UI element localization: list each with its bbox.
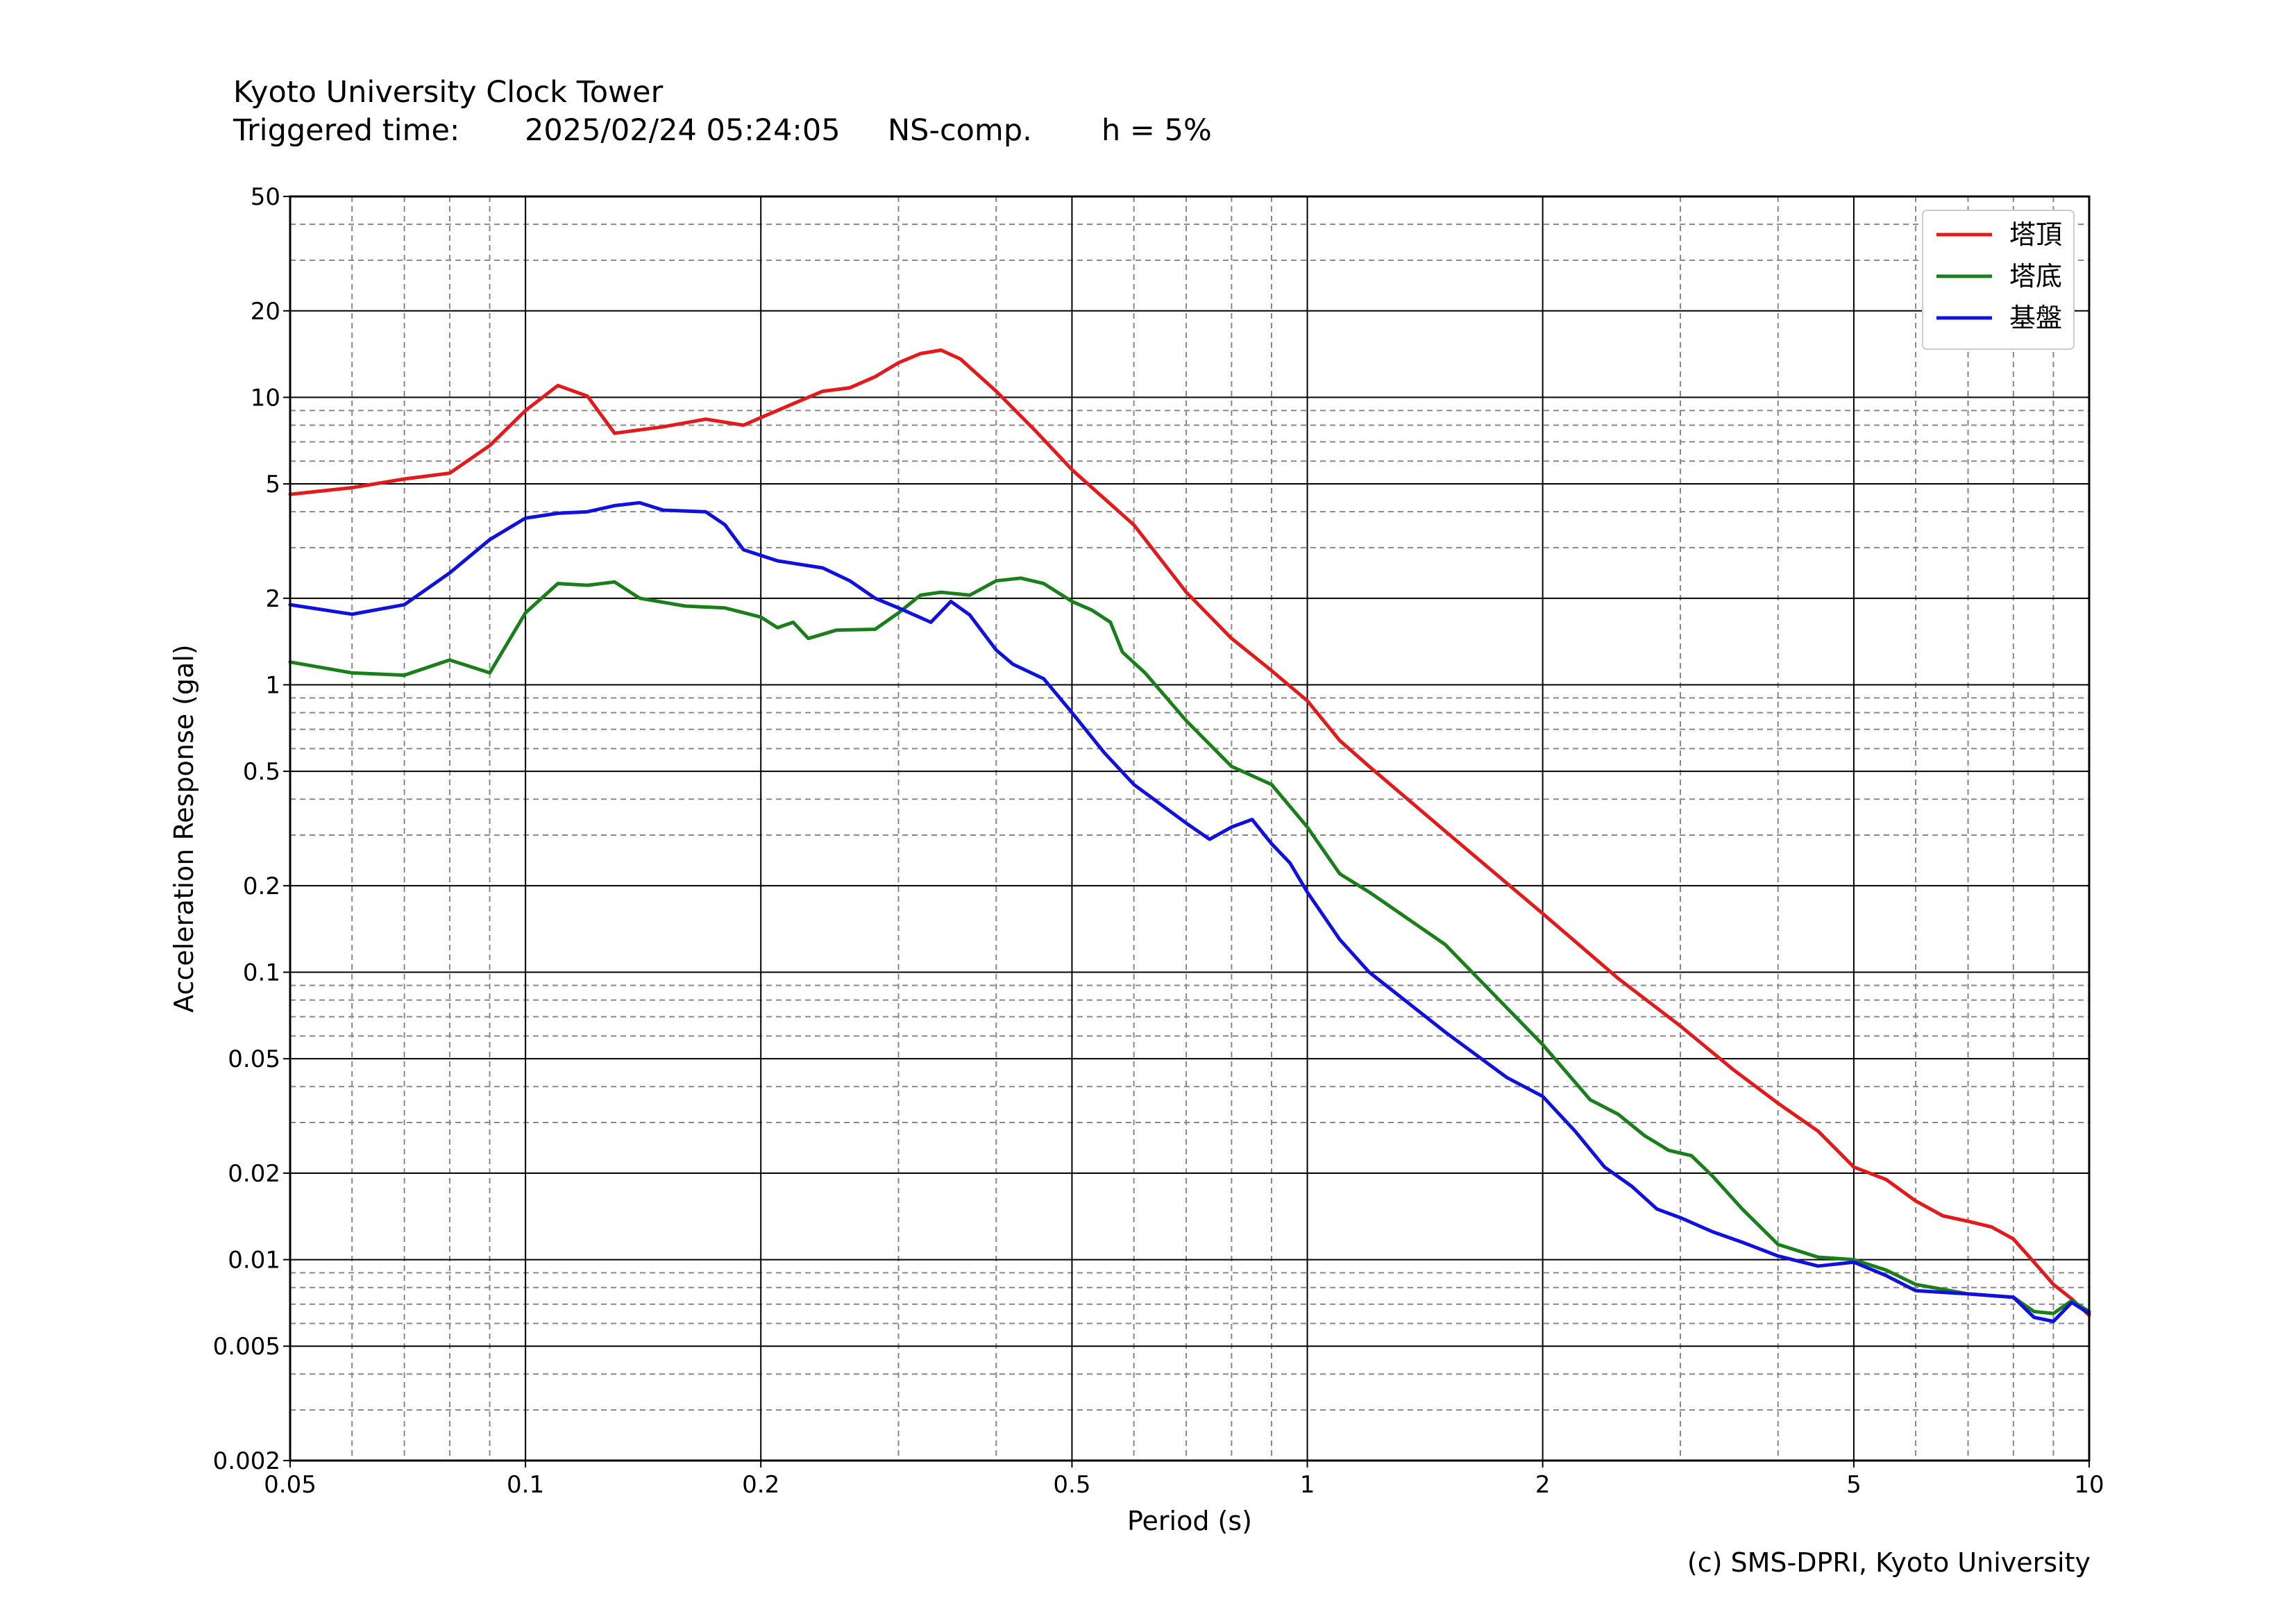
- y-tick-label: 0.2: [243, 873, 280, 900]
- x-tick-label: 5: [1846, 1471, 1862, 1499]
- legend-box: [1922, 210, 2075, 350]
- triggered-time-label: Triggered time:: [233, 113, 460, 148]
- y-tick-label: 50: [251, 183, 280, 211]
- y-tick-label: 0.002: [213, 1447, 280, 1475]
- damping-label: h = 5%: [1101, 113, 1212, 148]
- y-tick-label: 5: [265, 471, 280, 498]
- y-tick-label: 0.5: [243, 758, 280, 786]
- series-line-1: [288, 348, 2091, 1318]
- y-tick-label: 0.1: [243, 959, 280, 987]
- grid: [289, 196, 2090, 1461]
- series-line-3: [288, 501, 2091, 1323]
- y-tick-label: 20: [251, 298, 280, 326]
- legend-label-3: 基盤: [2009, 303, 2062, 333]
- y-tick-label: 1: [265, 671, 280, 699]
- y-axis-title: Acceleration Response (gal): [169, 644, 199, 1012]
- y-tick-label: 10: [251, 384, 280, 412]
- x-axis-title: Period (s): [1127, 1506, 1252, 1536]
- x-tick-label: 2: [1535, 1471, 1551, 1499]
- plot-frame: [289, 195, 2091, 1462]
- legend-label-2: 塔底: [2009, 261, 2062, 292]
- x-tick-label: 0.5: [1053, 1471, 1090, 1499]
- x-tick-label: 0.05: [264, 1471, 316, 1499]
- legend-label-1: 塔頂: [2009, 219, 2062, 250]
- y-tick-label: 0.05: [228, 1045, 280, 1073]
- copyright-text: (c) SMS-DPRI, Kyoto University: [1687, 1547, 2091, 1578]
- y-tick-label: 0.005: [213, 1333, 280, 1361]
- chart-title: Kyoto University Clock Tower: [233, 75, 664, 110]
- tick-labels: 0.05 0.1 0.2 0.5 1 2 5 10 0.002 0.005 0.01 0.02 0.05…: [213, 183, 2104, 1499]
- y-tick-label: 2: [265, 585, 280, 613]
- triggered-time-value: 2025/02/24 05:24:05: [525, 113, 841, 148]
- x-tick-label: 10: [2074, 1471, 2104, 1499]
- x-tick-label: 0.1: [507, 1471, 544, 1499]
- y-tick-label: 0.01: [228, 1247, 280, 1275]
- x-tick-label: 0.2: [742, 1471, 779, 1499]
- series-line-2: [288, 576, 2091, 1315]
- component-label: NS-comp.: [888, 113, 1032, 148]
- x-tick-label: 1: [1300, 1471, 1315, 1499]
- y-tick-label: 0.02: [228, 1160, 280, 1188]
- series-layer: [288, 348, 2091, 1323]
